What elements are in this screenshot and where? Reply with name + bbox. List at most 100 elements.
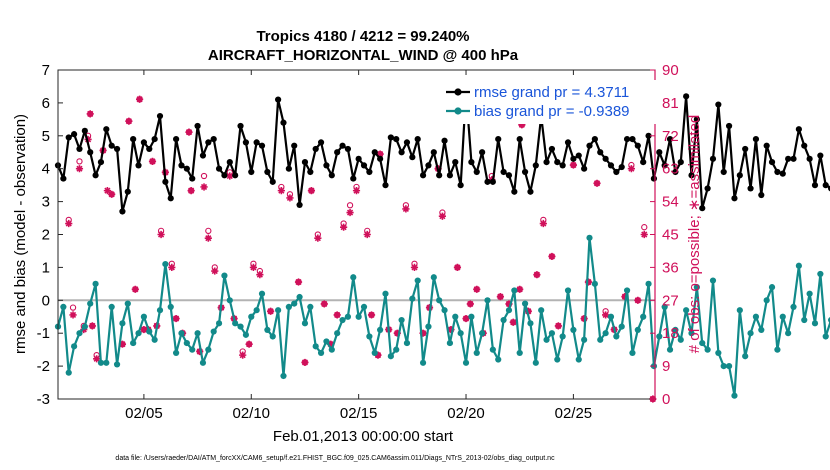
- bias-point: [194, 330, 201, 337]
- rmse-point: [425, 162, 432, 169]
- rmse-point: [554, 159, 561, 166]
- y-right-tick-label: 27: [662, 292, 679, 309]
- bias-series-group: [54, 234, 830, 399]
- bias-point: [752, 313, 760, 320]
- obs-assimilated-marker: [462, 314, 470, 323]
- y-left-tick-label: -3: [37, 391, 50, 408]
- bias-point: [237, 323, 244, 330]
- rmse-point: [382, 182, 389, 189]
- y-right-tick-label: 0: [662, 391, 670, 408]
- rmse-point: [60, 175, 67, 182]
- y-left-tick-label: 6: [42, 95, 50, 112]
- obs-assimilated-marker: [410, 263, 419, 271]
- y-left-tick-label: 2: [42, 227, 50, 244]
- obs-assimilated-marker: [496, 293, 504, 301]
- rmse-point: [645, 132, 652, 139]
- bias-point: [543, 336, 550, 343]
- bias-point: [779, 313, 786, 320]
- bias-point: [473, 349, 480, 357]
- rmse-point: [505, 172, 513, 179]
- y-right-tick-label: 81: [662, 95, 679, 112]
- obs-assimilated-marker: [473, 285, 481, 293]
- rmse-point: [634, 142, 641, 149]
- obs-assimilated-marker: [621, 293, 629, 301]
- bias-point: [441, 307, 448, 314]
- bias-point: [269, 333, 276, 340]
- rmse-point: [135, 162, 142, 169]
- obs-possible-marker: [69, 304, 77, 311]
- rmse-point: [516, 135, 523, 143]
- rmse-point: [103, 126, 110, 133]
- obs-assimilated-marker: [569, 161, 577, 169]
- bias-point: [532, 359, 539, 366]
- bias-point: [747, 330, 754, 337]
- bias-point: [763, 297, 770, 304]
- rmse-point: [162, 178, 169, 185]
- rmse-point: [677, 159, 684, 166]
- legend-rmse-label: rmse grand pr = 4.3711: [474, 84, 629, 101]
- bias-point: [307, 303, 314, 310]
- bias-point: [666, 346, 674, 353]
- obs-assimilated-marker: [277, 187, 285, 195]
- bias-point: [436, 297, 443, 304]
- obs-assimilated-marker: [93, 355, 101, 363]
- rmse-point: [436, 172, 443, 179]
- rmse-point: [747, 185, 754, 192]
- obs-assimilated-marker: [554, 322, 562, 330]
- obs-assimilated-marker: [340, 223, 348, 231]
- rmse-point: [640, 159, 647, 166]
- obs-assimilated-marker: [518, 121, 526, 129]
- rmse-point: [570, 155, 577, 162]
- rmse-point: [484, 178, 491, 185]
- rmse-point: [108, 142, 115, 149]
- bias-point: [419, 359, 427, 366]
- obs-assimilated-marker: [367, 311, 376, 319]
- obs-assimilated-marker: [196, 347, 204, 356]
- rmse-point: [242, 139, 250, 146]
- rmse-point: [742, 145, 749, 153]
- legend: rmse grand pr = 4.3711 bias grand pr = -…: [441, 80, 656, 124]
- rmse-point: [264, 168, 271, 176]
- rmse-point: [130, 135, 137, 143]
- bias-point: [60, 303, 67, 310]
- rmse-point: [795, 126, 802, 133]
- rmse-point: [688, 172, 695, 179]
- bias-point: [221, 272, 228, 279]
- rmse-point: [156, 112, 164, 120]
- obs-assimilated-marker: [168, 263, 176, 271]
- obs-assimilated-marker: [307, 187, 316, 195]
- rmse-point: [221, 172, 228, 179]
- obs-assimilated-marker: [239, 351, 247, 359]
- rmse-point: [790, 155, 797, 162]
- rmse-point: [71, 131, 78, 138]
- bias-point: [344, 313, 352, 320]
- obs-assimilated-marker: [103, 187, 111, 195]
- bias-point: [801, 316, 808, 324]
- bias-point: [113, 361, 121, 368]
- bias-point: [398, 316, 405, 324]
- rmse-point: [817, 152, 824, 159]
- rmse-point: [704, 185, 711, 192]
- bias-point: [377, 326, 384, 334]
- bias-point: [81, 323, 88, 330]
- rmse-point: [473, 168, 480, 176]
- bias-point: [586, 234, 593, 241]
- legend-bias-label: bias grand pr = -0.9389: [474, 103, 630, 120]
- rmse-point: [403, 139, 411, 146]
- rmse-point: [355, 155, 362, 162]
- obs-assimilated-marker: [333, 311, 341, 319]
- rmse-point: [81, 127, 88, 134]
- obs-assimilated-marker: [69, 311, 77, 319]
- bias-point: [774, 346, 781, 353]
- y-right-tick-label: 36: [662, 259, 679, 276]
- rmse-point: [597, 149, 604, 156]
- bias-point: [505, 307, 513, 314]
- rmse-point: [575, 152, 582, 159]
- obs-assimilated-marker: [505, 300, 513, 308]
- bias-point: [135, 330, 142, 337]
- bias-point: [538, 307, 545, 314]
- bias-point: [409, 295, 416, 302]
- rmse-point: [489, 178, 496, 185]
- bias-point: [280, 372, 287, 380]
- bias-point: [226, 297, 233, 304]
